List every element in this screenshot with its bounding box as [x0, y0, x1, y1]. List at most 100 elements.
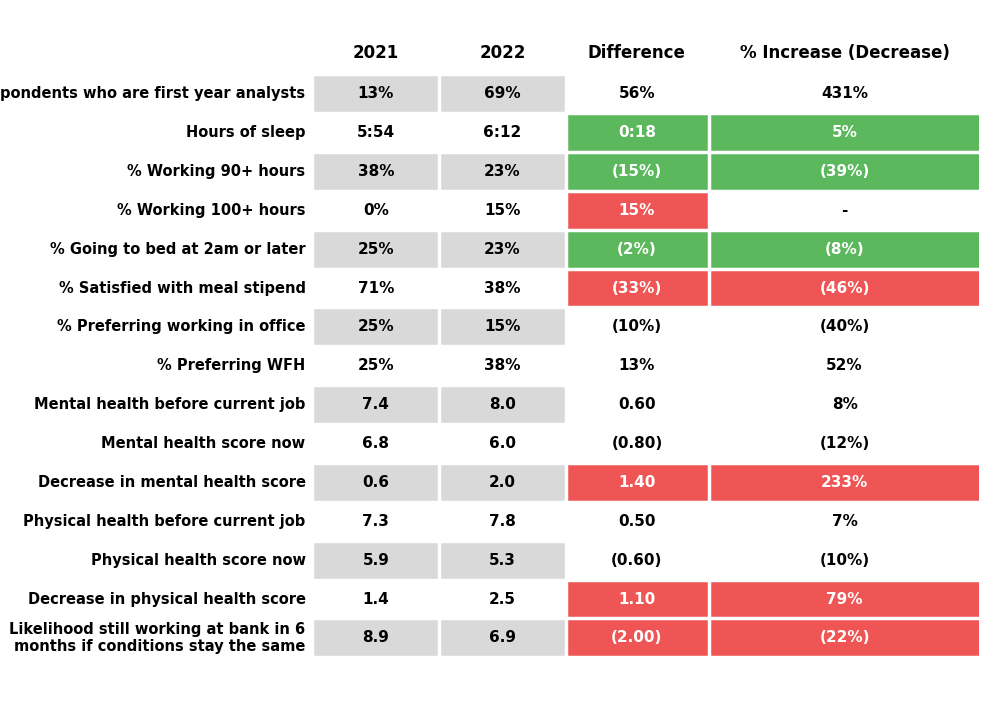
Text: 0.6: 0.6 [362, 475, 390, 490]
Bar [312, 74, 439, 113]
Text: 2.5: 2.5 [489, 592, 516, 606]
Text: 7.8: 7.8 [489, 514, 516, 528]
Text: 233%: 233% [821, 475, 868, 490]
Bar [0, 618, 312, 657]
Text: (2.00): (2.00) [611, 631, 663, 645]
Bar [312, 541, 439, 580]
Text: Mental health before current job: Mental health before current job [35, 397, 306, 412]
Text: % Working 100+ hours: % Working 100+ hours [117, 203, 306, 217]
Text: 7.4: 7.4 [362, 397, 390, 412]
Bar [312, 385, 439, 424]
Text: 5%: 5% [832, 125, 857, 140]
Text: % Preferring WFH: % Preferring WFH [157, 359, 306, 373]
Bar [0, 580, 312, 618]
Bar [566, 424, 709, 463]
Text: (22%): (22%) [819, 631, 870, 645]
Text: Physical health score now: Physical health score now [91, 553, 306, 567]
Bar [709, 502, 979, 541]
Text: % Working 90+ hours: % Working 90+ hours [128, 164, 306, 179]
Text: (39%): (39%) [820, 164, 869, 179]
Bar [566, 74, 709, 113]
Text: 8.9: 8.9 [362, 631, 390, 645]
Bar [439, 463, 566, 502]
Text: 7.3: 7.3 [362, 514, 390, 528]
Text: Likelihood still working at bank in 6
months if conditions stay the same: Likelihood still working at bank in 6 mo… [10, 622, 306, 654]
Bar [709, 191, 979, 230]
Bar [0, 152, 312, 191]
Bar [312, 113, 439, 152]
Bar [566, 502, 709, 541]
Bar [0, 541, 312, 580]
Bar [0, 113, 312, 152]
Bar [0, 307, 312, 346]
Bar [709, 385, 979, 424]
Text: 1.40: 1.40 [618, 475, 656, 490]
Text: % Satisfied with meal stipend: % Satisfied with meal stipend [58, 281, 306, 295]
Text: 52%: 52% [826, 359, 863, 373]
Bar [439, 74, 566, 113]
Bar [566, 385, 709, 424]
Bar [439, 502, 566, 541]
Bar [312, 152, 439, 191]
Text: (8%): (8%) [825, 242, 864, 256]
Text: 71%: 71% [358, 281, 394, 295]
Bar [439, 346, 566, 385]
Text: 8%: 8% [832, 397, 857, 412]
Bar [566, 152, 709, 191]
Bar [312, 502, 439, 541]
Bar [312, 346, 439, 385]
Text: Mental health score now: Mental health score now [102, 436, 306, 451]
Bar [439, 580, 566, 618]
Text: (15%): (15%) [612, 164, 662, 179]
Bar [439, 113, 566, 152]
Bar [709, 580, 979, 618]
Bar [0, 191, 312, 230]
Bar [0, 346, 312, 385]
Text: 38%: 38% [485, 281, 520, 295]
Text: 5.9: 5.9 [362, 553, 390, 567]
Text: (10%): (10%) [820, 553, 869, 567]
Bar [566, 113, 709, 152]
Bar [439, 230, 566, 269]
Text: Hours of sleep: Hours of sleep [186, 125, 306, 140]
Bar [439, 152, 566, 191]
Bar [709, 230, 979, 269]
Text: 5.3: 5.3 [489, 553, 516, 567]
Text: (10%): (10%) [612, 320, 662, 334]
Text: (12%): (12%) [820, 436, 869, 451]
Bar [439, 618, 566, 657]
Bar [566, 463, 709, 502]
Text: 25%: 25% [357, 242, 395, 256]
Text: 25%: 25% [357, 359, 395, 373]
Text: (0.60): (0.60) [611, 553, 663, 567]
Text: 56%: 56% [618, 86, 656, 101]
Bar [709, 113, 979, 152]
Bar [0, 463, 312, 502]
Bar [0, 74, 312, 113]
Text: 69%: 69% [484, 86, 521, 101]
Text: 0%: 0% [363, 203, 389, 217]
Text: 2021: 2021 [353, 45, 399, 63]
Text: 13%: 13% [619, 359, 655, 373]
Text: 2022: 2022 [480, 45, 525, 63]
Text: 5:54: 5:54 [357, 125, 395, 140]
Bar [312, 269, 439, 307]
Bar [709, 269, 979, 307]
Text: 79%: 79% [827, 592, 862, 606]
Bar [312, 307, 439, 346]
Bar [566, 346, 709, 385]
Bar [709, 618, 979, 657]
Bar [566, 230, 709, 269]
Bar [439, 269, 566, 307]
Bar [709, 424, 979, 463]
Text: % Going to bed at 2am or later: % Going to bed at 2am or later [50, 242, 306, 256]
Text: Physical health before current job: Physical health before current job [24, 514, 306, 528]
Text: Difference: Difference [588, 45, 685, 63]
Text: 38%: 38% [358, 164, 394, 179]
Bar [709, 307, 979, 346]
Text: 15%: 15% [485, 320, 520, 334]
Text: 2.0: 2.0 [489, 475, 516, 490]
Text: 7%: 7% [832, 514, 857, 528]
Text: 6.0: 6.0 [489, 436, 516, 451]
Text: % Increase (Decrease): % Increase (Decrease) [740, 45, 949, 63]
